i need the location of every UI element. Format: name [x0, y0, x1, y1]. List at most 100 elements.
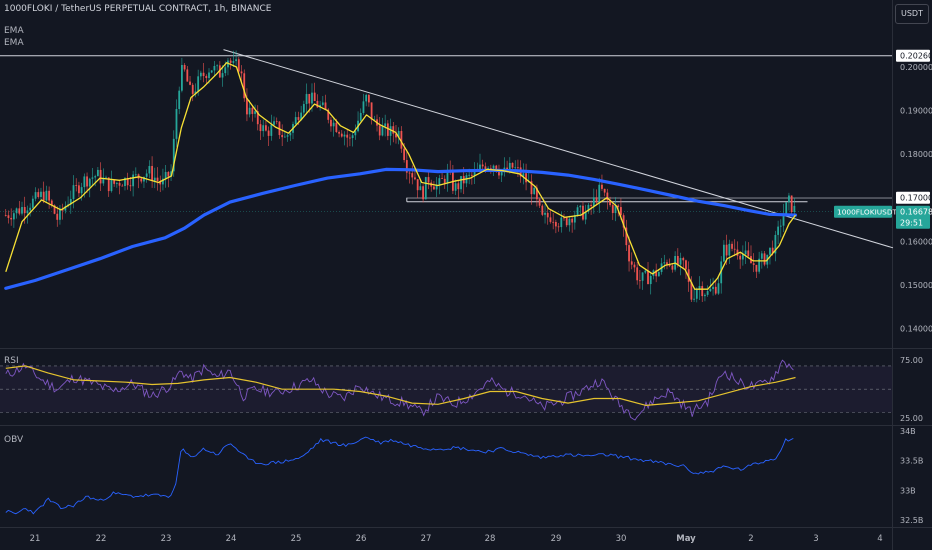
candle-body [340, 133, 343, 137]
candle-body [349, 137, 351, 139]
price-tick-label: 0.18000 [900, 150, 932, 159]
candle-body [69, 198, 72, 205]
candle-body [739, 255, 742, 260]
candle-body [237, 59, 240, 72]
candle-body [481, 164, 484, 167]
candle-body [105, 177, 107, 179]
candle-body [45, 190, 48, 201]
candle-body [23, 207, 26, 214]
candle-body [663, 262, 666, 264]
candle-body [620, 207, 622, 216]
candle-body [744, 250, 747, 255]
rsi-label: RSI [4, 356, 19, 366]
candle-body [343, 134, 346, 137]
candle-body [603, 188, 606, 193]
rsi-ma-line [5, 365, 796, 407]
candle-body [124, 177, 126, 187]
candle-body [549, 217, 552, 222]
candle-body [633, 264, 636, 268]
candle-body [752, 263, 755, 265]
price-tick-label: 0.14000 [900, 324, 932, 333]
candle-body [793, 205, 796, 213]
candle-body [21, 207, 23, 214]
candle-body [386, 123, 389, 136]
candle-body [175, 109, 178, 139]
candle-body [115, 182, 118, 184]
candle-body [286, 135, 289, 137]
price-tick-label: 0.16000 [900, 237, 932, 246]
candle-body [723, 244, 725, 262]
symbol-badge: 1000FLOKIUSDT.P [837, 208, 904, 217]
candle-body [351, 135, 354, 139]
candle-body [755, 264, 758, 272]
candle-body [690, 281, 693, 300]
candle-countdown: 29:51 [900, 219, 923, 228]
candle-body [630, 261, 633, 265]
candle-body [56, 213, 59, 220]
candle-body [330, 119, 332, 127]
candle-body [709, 289, 712, 292]
candle-body [395, 133, 397, 138]
candle-body [400, 130, 403, 149]
candle-body [96, 169, 99, 177]
candle-body [99, 169, 102, 184]
candle-body [42, 191, 45, 201]
x-tick-label: 27 [421, 534, 432, 544]
candle-body [378, 125, 381, 136]
candle-body [541, 205, 544, 215]
candle-body [153, 177, 156, 181]
candle-body [546, 212, 549, 218]
candle-body [181, 64, 183, 91]
candle-body [148, 166, 151, 174]
candle-body [446, 170, 449, 184]
candle-body [514, 167, 517, 169]
candle-body [72, 185, 75, 199]
level-box-top [406, 197, 892, 199]
symbol-badge-bg [834, 205, 892, 218]
candle-body [305, 93, 308, 105]
candle-body [256, 111, 259, 125]
candle-body [294, 117, 297, 124]
candle-body [297, 117, 300, 120]
candle-body [576, 207, 579, 216]
candle-body [132, 174, 135, 187]
candle-body [102, 177, 105, 184]
rsi-line [5, 359, 794, 421]
x-tick-label: 25 [291, 534, 302, 544]
candle-body [64, 206, 67, 211]
candle-body [790, 195, 793, 213]
candle-body [511, 162, 514, 168]
candle-body [316, 100, 319, 108]
candle-body [311, 92, 313, 104]
candle-body [685, 260, 687, 270]
candle-body [544, 212, 546, 215]
price-tick-label: 0.15000 [900, 281, 932, 290]
candle-body [777, 226, 779, 235]
candle-body [617, 205, 620, 208]
candle-body [362, 101, 365, 113]
candle-body [80, 187, 83, 194]
candle-body [319, 104, 322, 108]
candle-body [327, 109, 330, 120]
rsi-tick-label: 25.00 [900, 414, 923, 423]
candle-body [143, 176, 145, 182]
candle-body [216, 65, 219, 67]
obv-tick-label: 33.5B [900, 457, 923, 466]
candle-body [525, 173, 527, 183]
candle-body [405, 160, 408, 173]
x-tick-label: 23 [161, 534, 172, 544]
candle-body [283, 136, 286, 138]
candle-body [595, 197, 598, 203]
candle-body [536, 187, 538, 200]
candle-body [508, 162, 511, 171]
candle-body [346, 134, 349, 138]
candle-body [644, 270, 647, 273]
candle-body [671, 265, 674, 270]
currency-button[interactable]: USDT [895, 4, 929, 24]
candle-body [758, 258, 761, 272]
candle-body [611, 205, 614, 214]
candle-body [679, 257, 682, 265]
candle-body [682, 257, 685, 261]
candle-body [240, 71, 243, 74]
